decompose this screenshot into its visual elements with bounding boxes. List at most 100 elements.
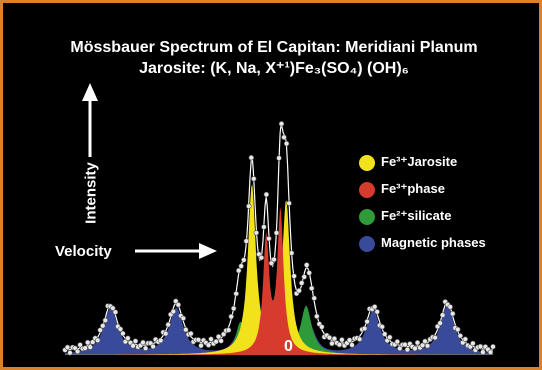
data-point [100,323,106,329]
data-point [462,336,468,342]
data-point [213,338,219,345]
x-axis-label: Velocity [55,243,112,260]
data-point [439,312,446,318]
data-point [450,311,456,317]
spectrum-plot [62,83,496,356]
data-point [379,324,385,330]
data-point [64,344,71,350]
data-point [361,325,368,332]
data-point [437,320,443,326]
y-axis-label-wrap: Intensity [81,162,101,224]
velocity-arrow-head [199,243,217,259]
data-point [89,339,96,345]
data-point [236,267,242,274]
data-point [94,337,101,343]
legend-label-fe3-phase: Fe³⁺phase [381,181,445,196]
data-point [304,262,310,268]
data-point [273,230,280,236]
data-point [306,270,312,276]
data-point [218,338,224,344]
data-point [296,288,302,294]
legend-swatch-fe3-phase [359,182,375,198]
data-point [311,295,317,301]
data-point [314,313,320,319]
data-point [387,334,393,340]
data-point [394,339,400,345]
data-point [372,304,378,310]
data-point [490,344,496,350]
data-point [117,326,124,332]
data-point [339,337,345,343]
data-point [198,342,204,349]
data-point [170,308,177,315]
data-point [404,346,411,353]
data-point [276,155,282,161]
data-point [319,324,325,330]
data-point [97,327,103,333]
data-point [326,334,333,341]
data-point [183,327,189,333]
data-point [132,338,139,344]
data-point [364,318,370,325]
axis-arrows [82,83,217,259]
data-point [470,340,476,347]
legend-label-magnetic-phases: Magnetic phases [381,235,486,250]
data-point [205,342,212,348]
data-point [215,334,222,340]
data-point [261,224,267,230]
data-point [253,230,260,236]
data-point [225,327,232,333]
data-point [220,331,227,337]
data-point [477,343,484,350]
data-point [278,121,285,127]
data-point [329,340,335,347]
data-point [447,304,453,310]
data-point [271,256,277,263]
data-point [158,337,164,344]
data-point [165,322,171,328]
data-point [67,350,73,356]
data-point [309,285,315,291]
data-point [266,235,272,242]
data-point [487,349,494,355]
data-point [356,336,363,342]
y-axis-label: Intensity [82,162,100,224]
data-point [188,330,194,337]
data-point [268,260,275,266]
data-point [382,331,388,337]
data-point [402,341,408,348]
data-point [130,343,136,349]
data-point [180,315,187,321]
data-point [281,134,287,141]
data-point [173,298,179,304]
data-point [142,345,149,351]
legend-swatch-magnetic-phases [359,236,375,252]
data-point [301,274,307,280]
legend-swatch-jarosite [359,155,375,171]
data-point [208,336,214,342]
data-point [248,155,255,161]
data-point [455,326,461,333]
data-point [286,200,292,207]
data-point [150,343,156,350]
data-point [112,309,119,315]
data-point [263,191,270,198]
x-tick-label-zero: 0 [284,338,293,355]
data-point [233,291,239,297]
data-point [82,345,88,351]
data-point [74,348,81,355]
data-point [374,309,380,315]
data-point [480,349,486,355]
data-point [288,250,295,256]
data-point [84,339,91,346]
chart-title: Mössbauer Spectrum of El Capitan: Meridi… [70,39,478,56]
data-point [120,330,126,337]
data-point [331,336,338,342]
legend-label-fe2-silicate: Fe²⁺silicate [381,208,452,223]
data-point [349,342,355,348]
data-point [291,273,297,279]
data-point [77,342,83,348]
data-point [175,302,182,308]
data-point [195,337,202,343]
